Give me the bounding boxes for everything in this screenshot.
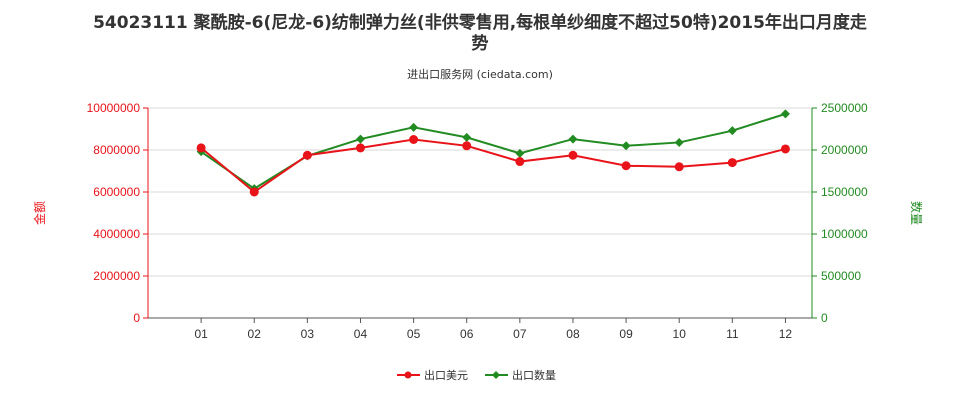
- point-quantity: [780, 109, 790, 119]
- left-tick-label: 4000000: [93, 227, 140, 241]
- x-tick-label: 01: [194, 327, 208, 341]
- chart-title-line1: 54023111 聚酰胺-6(尼龙-6)纺制弹力丝(非供零售用,每根单纱细度不超…: [93, 12, 867, 33]
- chart-subtitle: 进出口服务网 (ciedata.com): [407, 67, 553, 81]
- point-amount: [302, 150, 312, 160]
- left-tick-label: 0: [133, 311, 140, 325]
- point-amount: [621, 161, 631, 171]
- point-quantity: [462, 132, 472, 142]
- point-quantity: [409, 122, 419, 132]
- point-quantity: [515, 148, 525, 158]
- axes: [147, 108, 813, 319]
- point-amount: [515, 157, 525, 167]
- right-tick-label: 2500000: [821, 101, 868, 115]
- x-tick-label: 05: [407, 327, 421, 341]
- legend: 出口美元 出口数量: [397, 368, 556, 382]
- right-axis-title: 数量: [909, 201, 924, 225]
- legend-label-quantity: 出口数量: [512, 368, 556, 382]
- x-tick-label: 07: [513, 327, 527, 341]
- point-amount: [674, 162, 684, 172]
- x-tick-label: 08: [566, 327, 580, 341]
- point-amount: [196, 143, 206, 153]
- point-quantity: [621, 141, 631, 151]
- left-tick-label: 8000000: [93, 143, 140, 157]
- x-axis-ticks: 01 02 03 04 05 06 07 08 09 10 11 12: [194, 318, 792, 341]
- x-tick-label: 06: [460, 327, 474, 341]
- x-tick-label: 10: [673, 327, 687, 341]
- point-amount: [462, 141, 472, 151]
- point-quantity: [355, 134, 365, 144]
- series-line-quantity: [200, 112, 786, 190]
- left-tick-label: 6000000: [93, 185, 140, 199]
- point-amount: [409, 135, 419, 144]
- x-tick-label: 04: [354, 327, 368, 341]
- x-tick-label: 02: [248, 327, 262, 341]
- left-axis-title: 金额: [32, 201, 47, 225]
- point-amount: [727, 158, 737, 168]
- right-tick-label: 500000: [821, 269, 861, 283]
- point-amount: [568, 150, 578, 160]
- x-tick-label: 11: [726, 327, 739, 341]
- point-amount: [249, 187, 259, 197]
- x-tick-label: 12: [779, 327, 793, 341]
- point-quantity: [727, 126, 737, 136]
- point-quantity: [568, 134, 578, 144]
- right-tick-label: 1500000: [821, 185, 868, 199]
- legend-item-quantity[interactable]: 出口数量: [485, 368, 556, 382]
- point-amount: [780, 144, 790, 154]
- x-tick-label: 09: [619, 327, 633, 341]
- chart-title-line2: 势: [472, 33, 489, 54]
- point-amount: [355, 143, 365, 153]
- legend-label-amount: 出口美元: [424, 368, 468, 382]
- right-tick-label: 2000000: [821, 143, 868, 157]
- right-axis-ticks: 0 500000 1000000 1500000 2000000 2500000: [812, 101, 868, 325]
- grid-lines: [148, 107, 812, 277]
- x-tick-label: 03: [301, 327, 315, 341]
- right-tick-label: 1000000: [821, 227, 868, 241]
- left-tick-label: 10000000: [87, 101, 141, 115]
- left-axis-ticks: 0 2000000 4000000 6000000 8000000 10000000: [87, 101, 148, 325]
- right-tick-label: 0: [821, 311, 828, 325]
- series-line-amount: [200, 138, 786, 194]
- point-quantity: [674, 137, 684, 147]
- left-tick-label: 2000000: [93, 269, 140, 283]
- series-layer: [196, 109, 790, 197]
- legend-item-amount[interactable]: 出口美元: [397, 368, 468, 382]
